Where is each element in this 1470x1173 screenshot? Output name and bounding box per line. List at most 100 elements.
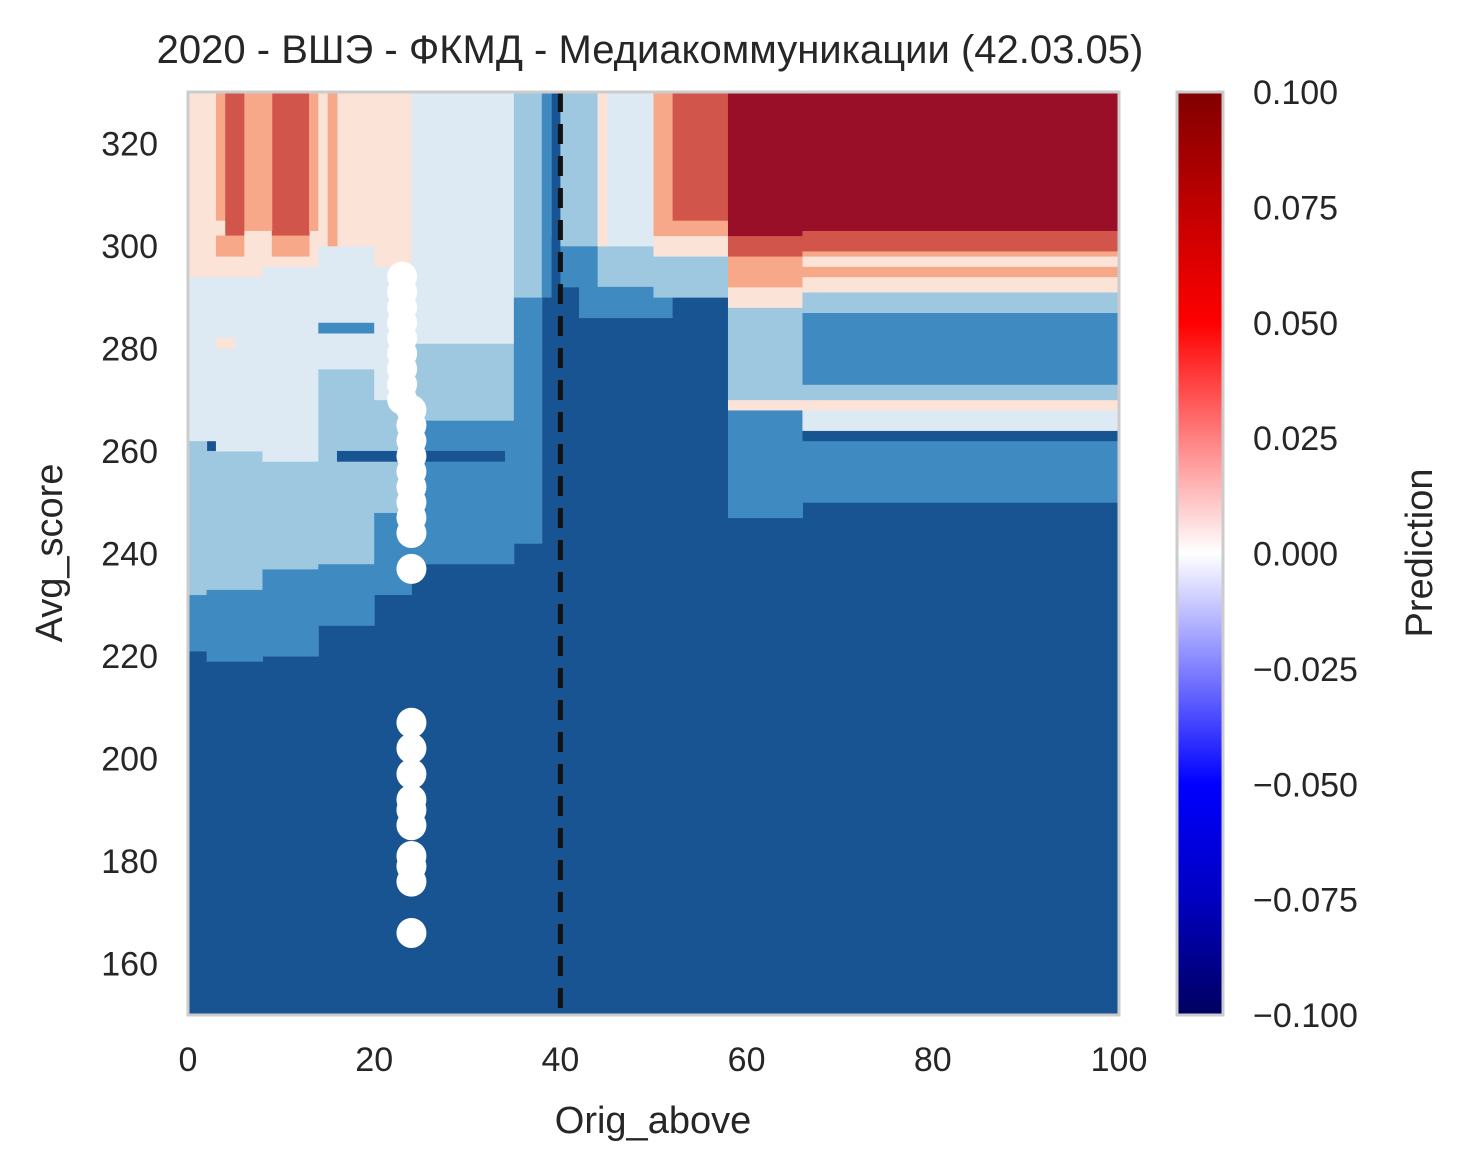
contour-region-mid_blue [188, 594, 208, 652]
contour-region-pale_pink [802, 256, 1119, 267]
contour-region-mid_blue [802, 312, 1119, 385]
contour-region-salmon [802, 250, 1119, 257]
y-tick-label: 320 [101, 125, 158, 163]
contour-region-mid_blue [513, 461, 543, 544]
colorbar-tick-label: 0.100 [1253, 74, 1338, 112]
contour-region-light_blue [653, 256, 729, 298]
contour-region-salmon [802, 266, 1119, 278]
contour-region-salmon [262, 92, 273, 231]
colorbar-ticks: 0.100 0.075 0.050 0.025 0.000 −0.025 −0.050 −0.… [1253, 74, 1358, 1035]
contour-region-salmon [653, 220, 729, 237]
contour-region-mid_blue [262, 568, 319, 657]
data-point [396, 733, 427, 764]
y-axis-ticks: 160 180 200 220 240 260 280 300 320 [101, 125, 158, 983]
contour-region-light_blue [318, 471, 375, 565]
contour-region-salmon [653, 92, 673, 221]
contour-region-pale_pink [802, 399, 1119, 411]
contour-region-light_blue [727, 307, 803, 401]
contour-region-pale_pink [727, 286, 803, 308]
contour-region-pale_blue [262, 266, 319, 462]
contour-region-pale_pink [188, 92, 217, 278]
contour-region-pale_pink [597, 92, 608, 247]
x-tick-label: 80 [914, 1041, 952, 1079]
contour-region-pale_pink [215, 338, 236, 349]
data-point [396, 866, 427, 897]
scatter-points [387, 261, 427, 948]
contour-region-pale_blue [318, 245, 375, 370]
x-axis-label: Orig_above [555, 1100, 751, 1142]
contour-region-dark_blue [802, 430, 1119, 442]
y-tick-label: 220 [101, 638, 158, 676]
chart-title: 2020 - ВШЭ - ФКМД - Медиакоммуникации (4… [157, 28, 1144, 72]
colorbar-tick-label: −0.100 [1253, 997, 1358, 1035]
contour-region-red [271, 92, 310, 237]
x-tick-label: 60 [728, 1041, 766, 1079]
x-tick-label: 100 [1091, 1041, 1148, 1079]
contour-region-mid_blue [318, 322, 394, 334]
y-tick-label: 280 [101, 330, 158, 368]
contour-region-mid_blue [411, 491, 515, 565]
data-point [396, 810, 427, 841]
x-tick-label: 20 [355, 1041, 393, 1079]
x-tick-label: 40 [541, 1041, 579, 1079]
contour-region-light_blue [411, 343, 515, 421]
contour-region-pale_pink [374, 92, 412, 267]
colorbar-tick-label: 0.025 [1253, 420, 1338, 458]
contour-region-mid_blue [318, 563, 375, 626]
colorbar-tick-label: −0.050 [1253, 766, 1358, 804]
data-point [396, 707, 427, 738]
colorbar-tick-label: 0.075 [1253, 189, 1338, 227]
contour-region-red [802, 230, 1119, 252]
contour-region-mid_blue [727, 409, 803, 472]
y-tick-label: 200 [101, 741, 158, 779]
contour-region-pale_pink [318, 92, 329, 247]
y-tick-label: 260 [101, 433, 158, 471]
contour-region-light_blue [188, 440, 208, 596]
contour-region-pale_blue [802, 420, 1119, 431]
contour-region-pale_blue [411, 245, 515, 344]
contour-region-mid_blue [802, 440, 1119, 503]
contour-region-pale_blue [215, 276, 263, 452]
contour-region-pale_pink [336, 92, 375, 247]
contour-region-light_blue [262, 461, 319, 570]
contour-region-salmon [727, 256, 803, 288]
y-tick-label: 160 [101, 946, 158, 984]
contour-region-dark_red [727, 92, 803, 237]
colorbar-tick-label: 0.050 [1253, 305, 1338, 343]
contour-region-salmon [215, 235, 245, 257]
data-point [396, 758, 427, 789]
contour-region-pale_pink [727, 399, 803, 411]
colorbar-tick-label: 0.000 [1253, 536, 1338, 574]
contour-region-salmon [309, 92, 319, 231]
plot-frame [186, 90, 1121, 1017]
contour-region-light_blue [560, 92, 599, 247]
contour-region-mid_blue [727, 471, 803, 519]
contour-region-pale_pink [653, 235, 729, 257]
contour-regions [188, 92, 1119, 1015]
contour-region-light_blue [513, 235, 543, 298]
contour-region-light_blue [802, 291, 1119, 313]
contour-region-pale_blue [188, 276, 217, 442]
y-tick-label: 300 [101, 228, 158, 266]
data-point [396, 517, 427, 548]
data-point [396, 917, 427, 948]
contour-region-salmon [243, 92, 263, 231]
contour-region-light_blue [206, 450, 263, 590]
contour-region-mid_blue [513, 297, 543, 462]
contour-region-pale_blue [411, 92, 515, 247]
data-point [396, 553, 427, 584]
y-tick-label: 180 [101, 843, 158, 881]
contour-region-mid_blue [206, 589, 263, 662]
contour-region-salmon [271, 235, 310, 257]
plot-area [188, 92, 1119, 1015]
contour-region-light_blue [597, 245, 654, 288]
contour-region-salmon [327, 92, 338, 247]
y-axis-label: Avg_score [29, 464, 71, 643]
contour-region-red [672, 92, 729, 221]
contour-region-pale_pink [802, 276, 1119, 293]
colorbar [1175, 90, 1225, 1017]
colorbar-tick-label: −0.075 [1253, 882, 1358, 920]
colorbar-tick-label: −0.025 [1253, 651, 1358, 689]
contour-region-red [727, 235, 803, 257]
